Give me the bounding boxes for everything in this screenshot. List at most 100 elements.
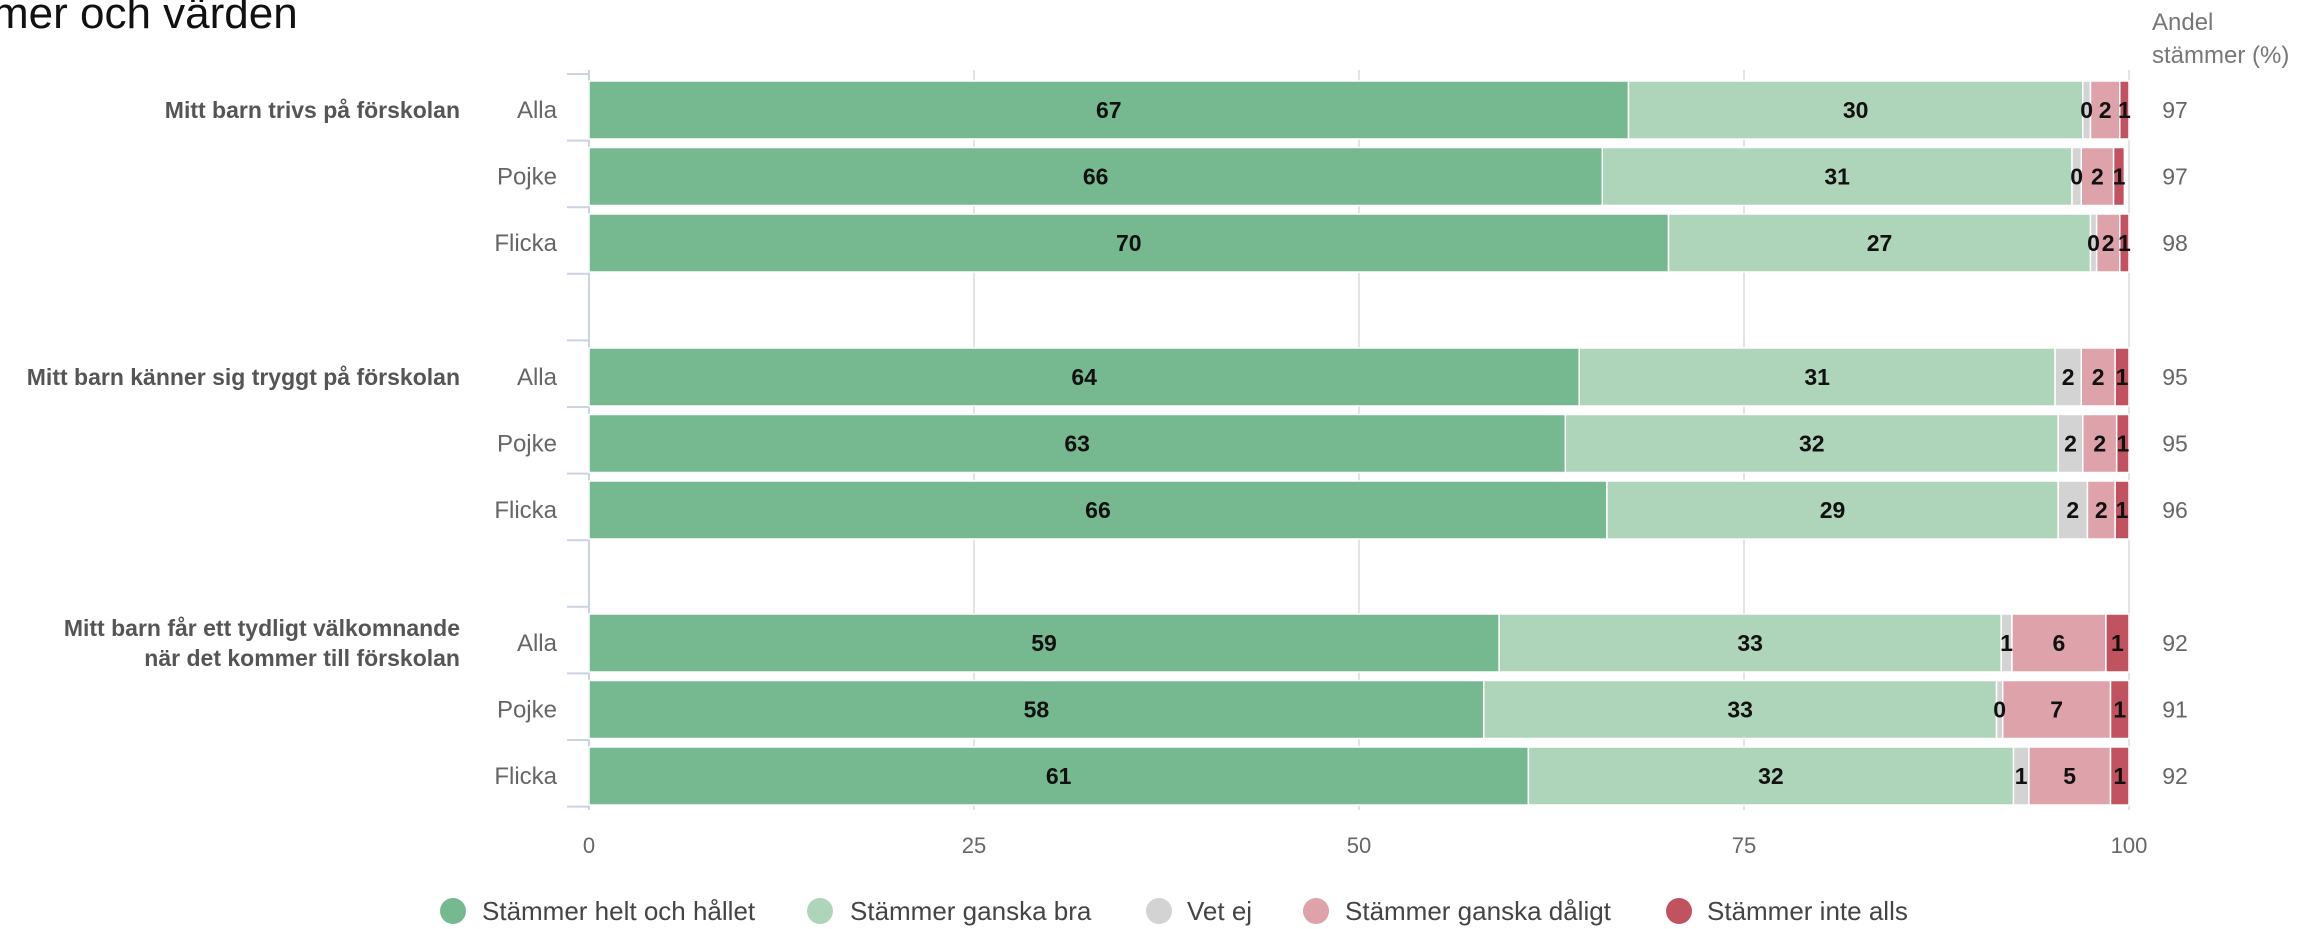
row-label: Alla (517, 630, 558, 657)
segment-value-label: 31 (1824, 164, 1850, 190)
share-value: 92 (2162, 763, 2188, 789)
bar-segment (2089, 80, 2121, 140)
segment-value-label: 1 (2113, 763, 2126, 789)
share-value: 92 (2162, 630, 2188, 656)
bar-segment (588, 146, 1604, 207)
question-label: Mitt barn får ett tydligt välkomnande (64, 615, 460, 641)
legend-item[interactable]: Vet ej (1146, 896, 1252, 926)
legend-marker (440, 898, 466, 924)
share-value: 95 (2162, 364, 2188, 390)
bar-segment (2011, 613, 2107, 673)
x-tick-label: 75 (1732, 833, 1756, 858)
segment-value-label: 1 (2116, 497, 2129, 523)
bar-segment (2082, 413, 2118, 474)
segment-value-label: 63 (1064, 431, 1090, 457)
chart-title: mer och värden (0, 0, 298, 38)
segment-value-label: 1 (2000, 630, 2013, 656)
row-label: Pojke (497, 164, 557, 191)
legend-marker (807, 898, 833, 924)
share-value: 97 (2162, 97, 2188, 123)
bar-segment (1527, 746, 2015, 806)
segment-value-label: 5 (2063, 763, 2076, 789)
segment-value-label: 0 (2080, 97, 2093, 123)
bar-segment (1606, 480, 2059, 540)
row-label: Flicka (494, 230, 557, 257)
legend-marker (1666, 898, 1692, 924)
segment-value-label: 2 (2092, 364, 2105, 390)
segment-value-label: 66 (1083, 164, 1109, 190)
segment-value-label: 1 (2116, 431, 2129, 457)
legend-item[interactable]: Stämmer ganska bra (807, 896, 1092, 926)
segment-value-label: 30 (1843, 97, 1869, 123)
row-label: Pojke (497, 431, 557, 458)
bar-segment (588, 213, 1670, 273)
share-value: 96 (2162, 497, 2188, 523)
segment-value-label: 2 (2064, 431, 2077, 457)
segment-value-label: 32 (1758, 763, 1784, 789)
legend-label: Stämmer ganska dåligt (1345, 896, 1612, 926)
segment-value-label: 1 (2111, 630, 2124, 656)
bar-segment (1667, 213, 2092, 273)
bar-segment (2080, 347, 2116, 407)
question-label: Mitt barn känner sig tryggt på förskolan (27, 364, 460, 390)
bar-segment (588, 413, 1567, 474)
bar-segment (588, 80, 1630, 140)
bar-segment (2057, 480, 2089, 540)
share-header-line1: Andel (2152, 9, 2213, 36)
x-tick-label: 100 (2111, 833, 2148, 858)
legend[interactable]: Stämmer helt och hållet Stämmer ganska br… (440, 896, 1908, 926)
bar-segment (2028, 746, 2112, 806)
x-tick-label: 50 (1347, 833, 1371, 858)
segment-value-label: 6 (2053, 630, 2066, 656)
segment-value-label: 29 (1820, 497, 1846, 523)
bar-segment (1601, 146, 2073, 207)
bar-segment (2109, 679, 2130, 740)
legend-item[interactable]: Stämmer helt och hållet (440, 896, 756, 926)
row-label: Pojke (497, 697, 557, 724)
legend-label: Stämmer inte alls (1707, 896, 1908, 926)
segment-value-label: 2 (2093, 431, 2106, 457)
segment-value-label: 33 (1727, 697, 1753, 723)
bar-segment (2114, 480, 2130, 540)
segment-value-label: 70 (1116, 230, 1142, 256)
segment-value-label: 31 (1804, 364, 1830, 390)
segment-value-label: 1 (2118, 230, 2131, 256)
row-label: Flicka (494, 763, 557, 790)
bar-segment (1627, 80, 2084, 140)
segment-value-label: 1 (2118, 97, 2131, 123)
segment-value-label: 1 (2113, 164, 2126, 190)
legend-item[interactable]: Stämmer ganska dåligt (1303, 896, 1612, 926)
share-header-line2: stämmer (%) (2152, 42, 2289, 69)
segment-value-label: 7 (2050, 697, 2063, 723)
segment-value-label: 0 (1993, 697, 2006, 723)
segment-value-label: 0 (2070, 164, 2083, 190)
row-label: Flicka (494, 497, 557, 524)
share-value: 95 (2162, 431, 2188, 457)
legend-label: Vet ej (1187, 896, 1252, 926)
segment-value-label: 1 (2015, 763, 2028, 789)
bar-segment (588, 679, 1485, 740)
segment-value-label: 32 (1799, 431, 1825, 457)
legend-item[interactable]: Stämmer inte alls (1666, 896, 1908, 926)
bar-segment (2086, 480, 2116, 540)
segment-value-label: 67 (1096, 97, 1122, 123)
legend-label: Stämmer ganska bra (850, 896, 1092, 926)
bar-segment (2119, 213, 2130, 273)
question-label: Mitt barn trivs på förskolan (165, 97, 460, 123)
share-value: 91 (2162, 697, 2188, 723)
row-label: Alla (517, 364, 558, 391)
segment-value-label: 64 (1071, 364, 1097, 390)
bar-segment (2105, 613, 2130, 673)
bar-segment (2112, 146, 2126, 207)
segment-value-label: 58 (1024, 697, 1050, 723)
bar-segment (1564, 413, 2059, 474)
legend-marker (1146, 898, 1172, 924)
row-label: Alla (517, 97, 558, 124)
segment-value-label: 2 (2095, 497, 2108, 523)
segment-value-label: 0 (2087, 230, 2100, 256)
segment-value-label: 1 (2113, 697, 2126, 723)
bar-segment (2080, 146, 2115, 207)
segment-value-label: 2 (2099, 97, 2112, 123)
segment-value-label: 27 (1867, 230, 1893, 256)
